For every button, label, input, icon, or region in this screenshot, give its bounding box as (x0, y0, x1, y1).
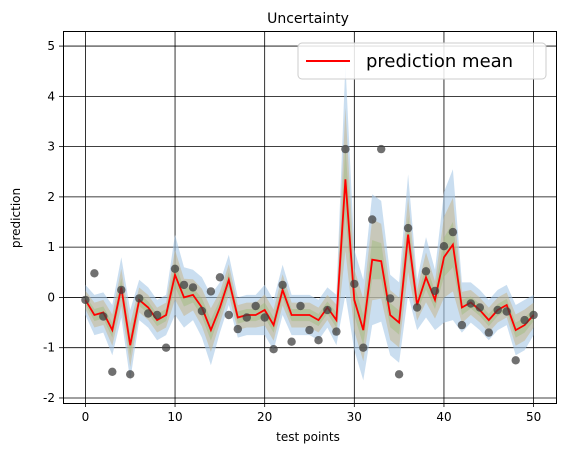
y-tick-label: -1 (43, 341, 55, 355)
test-point (206, 287, 216, 296)
test-point (457, 320, 467, 330)
x-tick-label: 20 (257, 410, 272, 424)
test-point (81, 295, 90, 305)
test-point (430, 286, 440, 296)
test-point (466, 299, 475, 308)
test-point (323, 305, 332, 315)
grid-lines (63, 31, 556, 403)
x-axis-label: test points (276, 430, 340, 444)
legend-box (297, 42, 547, 80)
test-point (126, 370, 135, 379)
y-tick-label: 3 (47, 140, 55, 154)
test-point (215, 273, 225, 282)
test-point (314, 336, 323, 345)
y-axis-ticks: -2 -1 0 1 2 3 4 5 (43, 39, 63, 405)
test-point (412, 303, 422, 312)
test-points (81, 144, 538, 379)
y-tick-label: 5 (47, 39, 55, 53)
plot-frame (63, 31, 557, 404)
y-tick-label: 4 (47, 89, 55, 103)
test-point (278, 280, 287, 290)
test-point (224, 310, 233, 320)
test-point (179, 280, 189, 290)
y-tick-label: 2 (47, 190, 55, 204)
legend: prediction mean (297, 42, 547, 80)
test-point (287, 337, 296, 346)
test-point (117, 285, 126, 295)
test-point (341, 144, 350, 154)
y-axis-label: prediction (9, 188, 23, 248)
test-point (529, 310, 538, 320)
x-tick-label: 10 (167, 410, 182, 424)
test-point (475, 303, 484, 312)
test-point (448, 227, 458, 237)
legend-label: prediction mean (366, 51, 513, 72)
test-point (108, 367, 117, 376)
y-tick-label: 0 (47, 290, 55, 304)
test-point (161, 343, 171, 352)
test-point (484, 328, 493, 337)
test-point (520, 315, 529, 325)
test-point (350, 279, 359, 289)
test-point (359, 343, 368, 352)
test-point (152, 310, 162, 320)
test-point (251, 301, 260, 311)
x-axis-ticks: 0 10 20 30 40 50 (82, 403, 541, 424)
test-point (269, 345, 278, 354)
test-point (511, 356, 520, 365)
test-point (386, 294, 395, 303)
test-point (493, 305, 502, 315)
test-point (377, 144, 386, 154)
test-point (368, 215, 377, 224)
test-point (260, 313, 269, 322)
y-tick-label: -2 (43, 391, 55, 405)
test-point (296, 301, 305, 311)
test-point (502, 307, 511, 316)
chart-title: Uncertainty (267, 11, 349, 27)
test-point (394, 370, 404, 379)
x-tick-label: 50 (526, 410, 541, 424)
test-point (170, 264, 180, 273)
x-tick-label: 30 (347, 410, 362, 424)
test-point (403, 223, 413, 233)
test-point (332, 327, 341, 336)
test-point (305, 325, 314, 335)
test-point (421, 267, 431, 276)
test-point (188, 283, 198, 292)
uncertainty-band-inner (85, 144, 534, 356)
prediction-mean-line (84, 179, 535, 346)
test-point (135, 294, 144, 303)
x-tick-label: 40 (436, 410, 451, 424)
test-point (233, 324, 242, 334)
test-point (439, 242, 449, 251)
x-tick-label: 0 (82, 410, 90, 424)
y-tick-label: 1 (47, 240, 55, 254)
mean-line-group (84, 179, 535, 346)
test-point (90, 269, 99, 278)
test-point (242, 313, 251, 322)
test-point (144, 309, 153, 318)
test-point (99, 312, 108, 321)
test-point (197, 306, 207, 316)
